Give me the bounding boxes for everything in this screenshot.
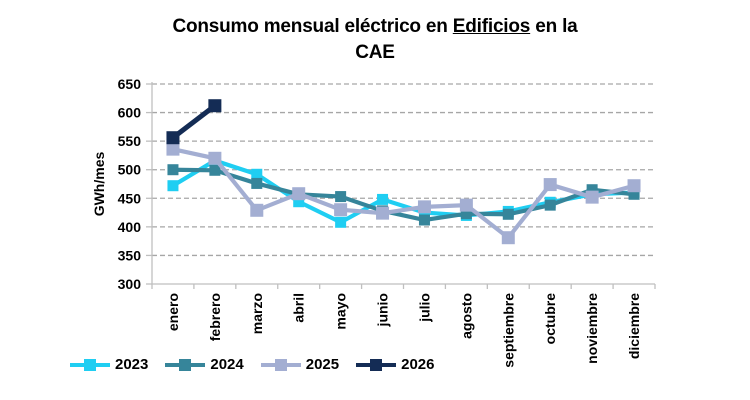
x-tick-label-septiembre: septiembre xyxy=(500,293,516,368)
y-tick-label-400: 400 xyxy=(118,219,142,235)
x-tick-label-febrero: febrero xyxy=(207,293,223,341)
legend-marker-2026 xyxy=(356,358,397,372)
legend-label-2026: 2026 xyxy=(401,356,435,373)
chart-title-part1: Consumo mensual eléctrico en xyxy=(172,16,453,37)
marker-2025-abril xyxy=(292,187,306,201)
y-tick-label-550: 550 xyxy=(118,133,142,149)
marker-2025-junio xyxy=(376,206,390,220)
marker-2025-febrero xyxy=(208,151,222,165)
chart-legend: 2023 2024 2025 2026 xyxy=(70,356,435,373)
marker-2024-febrero xyxy=(209,164,221,176)
series-line-2025 xyxy=(172,147,635,241)
marker-2024-julio xyxy=(418,214,430,226)
marker-2025-diciembre xyxy=(627,179,641,193)
x-tick-label-octubre: octubre xyxy=(542,293,558,345)
x-tick-label-enero: enero xyxy=(165,293,181,331)
legend-item-2024: 2024 xyxy=(165,356,244,373)
legend-item-2023: 2023 xyxy=(70,356,148,373)
y-tick-label-350: 350 xyxy=(118,247,142,263)
legend-item-2025: 2025 xyxy=(260,356,340,373)
marker-2025-noviembre xyxy=(585,190,599,204)
chart-title-underlined-word: Edificios xyxy=(452,16,531,37)
y-tick-label-300: 300 xyxy=(118,276,142,292)
marker-2025-enero xyxy=(166,142,180,156)
x-tick-label-julio: julio xyxy=(416,293,432,323)
x-tick-label-mayo: mayo xyxy=(333,293,349,330)
legend-square-2026 xyxy=(370,358,383,371)
marker-2024-diciembre xyxy=(628,188,640,200)
legend-label-2025: 2025 xyxy=(305,356,340,373)
marker-2023-abril xyxy=(293,196,305,208)
marker-2025-mayo xyxy=(334,203,348,217)
x-tick-label-marzo: marzo xyxy=(249,293,265,334)
series-line-2026 xyxy=(171,103,217,140)
x-tick-label-agosto: agosto xyxy=(458,293,474,339)
marker-2023-enero xyxy=(167,180,179,192)
marker-2024-mayo xyxy=(335,191,347,203)
y-tick-label-650: 650 xyxy=(118,76,142,92)
marker-2024-septiembre xyxy=(502,208,514,220)
legend-square-2025 xyxy=(274,358,287,371)
legend-square-2024 xyxy=(179,358,192,371)
marker-2023-mayo xyxy=(335,216,347,228)
y-axis-title: GWh/mes xyxy=(91,152,107,217)
x-tick-label-abril: abril xyxy=(291,293,307,323)
legend-marker-2025 xyxy=(260,358,301,372)
chart-title: Consumo mensual eléctrico en Edificios e… xyxy=(0,14,750,65)
marker-2025-marzo xyxy=(250,203,264,217)
legend-label-2024: 2024 xyxy=(210,356,244,373)
legend-label-2023: 2023 xyxy=(115,356,149,373)
y-tick-label-600: 600 xyxy=(118,105,142,121)
marker-2024-noviembre xyxy=(586,184,598,196)
marker-2024-enero xyxy=(167,164,179,176)
legend-marker-2024 xyxy=(165,358,206,372)
marker-2025-septiembre xyxy=(501,231,515,245)
legend-item-2026: 2026 xyxy=(356,356,435,373)
series-line-2024 xyxy=(172,167,635,223)
marker-2025-octubre xyxy=(543,178,557,192)
marker-2023-marzo xyxy=(251,168,263,180)
legend-square-2023 xyxy=(84,358,96,371)
marker-2025-agosto xyxy=(459,198,473,212)
legend-marker-2023 xyxy=(70,358,110,372)
marker-2023-junio xyxy=(377,193,389,205)
marker-2024-agosto xyxy=(460,208,472,220)
chart-title-line2: CAE xyxy=(355,41,395,63)
marker-2024-marzo xyxy=(251,177,263,189)
y-tick-label-450: 450 xyxy=(118,190,142,206)
marker-2026-enero xyxy=(166,131,180,145)
marker-2026-febrero xyxy=(208,99,222,113)
x-tick-label-noviembre: noviembre xyxy=(584,293,600,364)
y-tick-label-500: 500 xyxy=(118,162,142,178)
marker-2024-octubre xyxy=(544,199,556,211)
marker-2025-julio xyxy=(417,200,431,214)
x-tick-label-junio: junio xyxy=(375,293,391,327)
chart-title-part3: en la xyxy=(530,16,578,37)
x-tick-label-diciembre: diciembre xyxy=(626,293,642,359)
